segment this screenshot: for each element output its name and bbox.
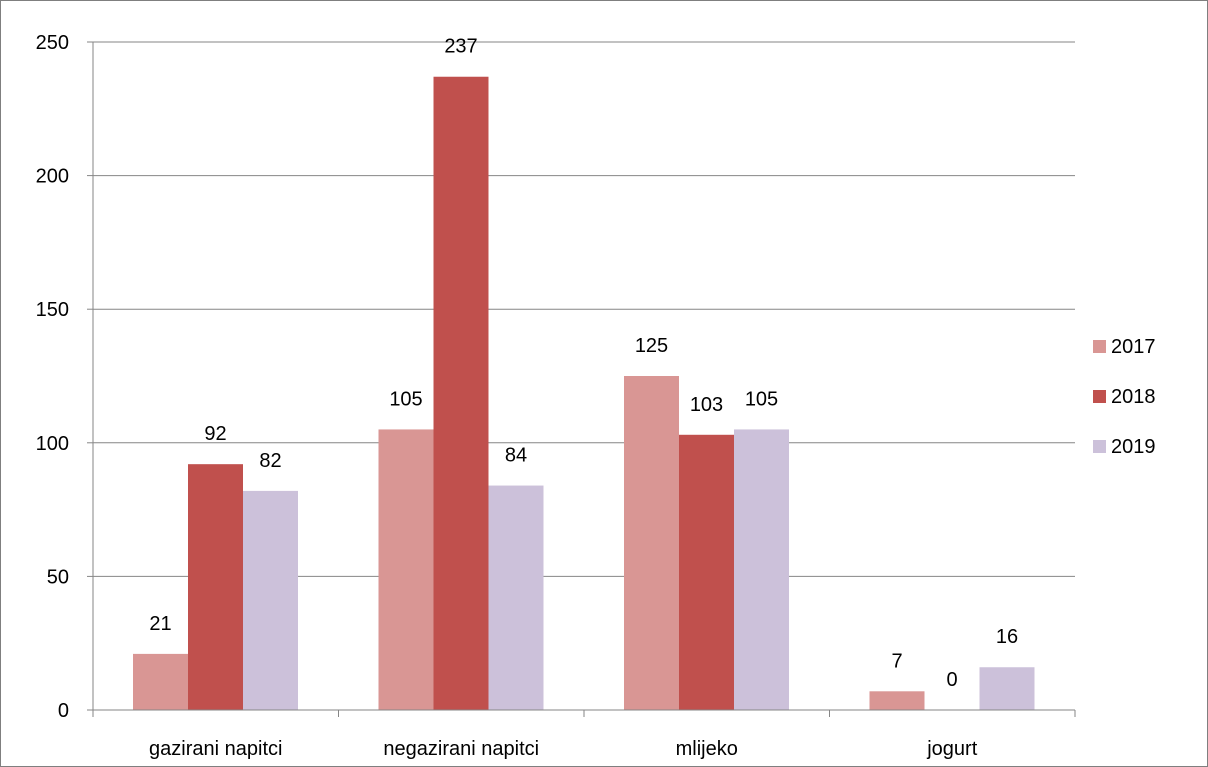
y-tick-label: 50 bbox=[47, 566, 69, 588]
y-tick-label: 200 bbox=[36, 166, 69, 188]
data-label-2017: 105 bbox=[389, 388, 422, 410]
bar-2018 bbox=[433, 76, 489, 710]
x-category-label: mlijeko bbox=[676, 738, 738, 760]
data-label-2018: 0 bbox=[946, 669, 957, 691]
data-labels: 21 92 82 105 237 84 125 103 105 7 0 16 bbox=[149, 36, 1018, 691]
bar-2019 bbox=[488, 485, 544, 710]
legend-swatch-2017 bbox=[1093, 340, 1106, 353]
bar-2017 bbox=[869, 691, 925, 710]
data-label-2018: 92 bbox=[204, 423, 226, 445]
x-category-label: gazirani napitci bbox=[149, 738, 282, 760]
data-label-2019: 16 bbox=[996, 626, 1018, 648]
bar-2019 bbox=[979, 667, 1035, 710]
gridlines bbox=[93, 41, 1075, 577]
y-tick-label: 150 bbox=[36, 299, 69, 321]
axes: 0 50 100 150 200 250 gazirani napitci negaziran… bbox=[36, 32, 1076, 760]
x-category-label: negazirani napitci bbox=[383, 738, 539, 760]
data-label-2018: 237 bbox=[444, 36, 477, 58]
legend: 2017 2018 2019 bbox=[1093, 336, 1156, 458]
data-label-2017: 21 bbox=[149, 613, 171, 635]
bar-2017 bbox=[624, 376, 679, 710]
x-category-label: jogurt bbox=[926, 738, 977, 760]
y-tick-label: 0 bbox=[58, 700, 69, 722]
data-label-2019: 84 bbox=[505, 445, 527, 467]
legend-label-2018: 2018 bbox=[1111, 386, 1156, 408]
bars bbox=[133, 76, 1035, 710]
bar-2019 bbox=[243, 490, 298, 710]
bar-2018 bbox=[188, 464, 243, 710]
y-tick-label: 250 bbox=[36, 32, 69, 54]
data-label-2019: 105 bbox=[745, 388, 778, 410]
data-label-2017: 125 bbox=[635, 335, 668, 357]
y-tick-label: 100 bbox=[36, 433, 69, 455]
bar-2017 bbox=[378, 429, 434, 710]
bar-2018 bbox=[679, 434, 734, 710]
legend-label-2017: 2017 bbox=[1111, 336, 1156, 358]
bar-2017 bbox=[133, 653, 188, 710]
bar-2019 bbox=[734, 429, 789, 710]
legend-swatch-2019 bbox=[1093, 440, 1106, 453]
legend-swatch-2018 bbox=[1093, 390, 1106, 403]
data-label-2017: 7 bbox=[891, 650, 902, 672]
data-label-2018: 103 bbox=[690, 394, 723, 416]
legend-label-2019: 2019 bbox=[1111, 436, 1156, 458]
data-label-2019: 82 bbox=[259, 450, 281, 472]
